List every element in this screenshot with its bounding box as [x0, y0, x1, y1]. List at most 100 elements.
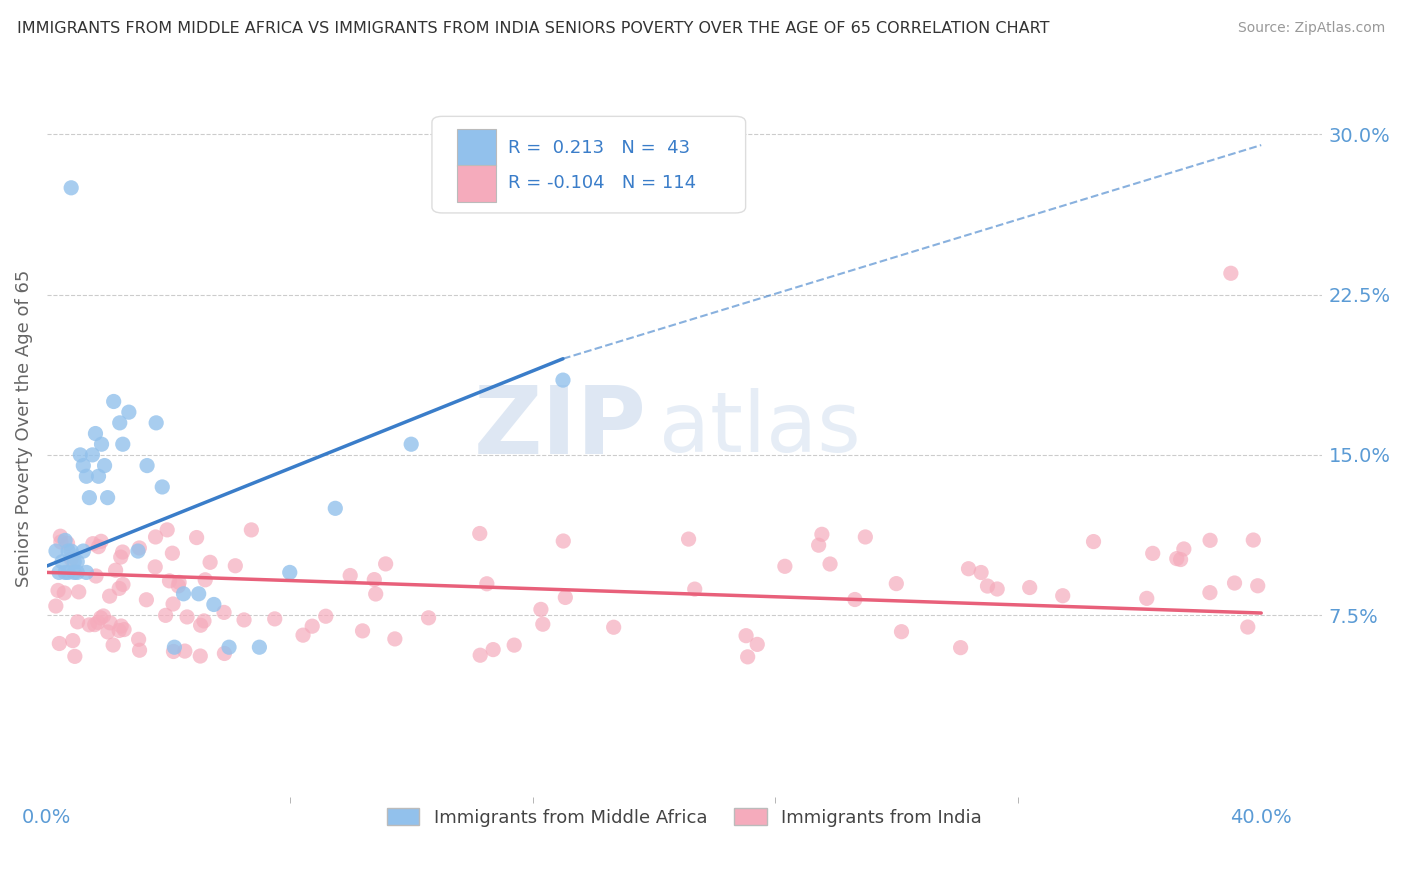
- Point: [53, 566, 76, 580]
- Point: [1170, 552, 1192, 566]
- Point: [111, 577, 134, 591]
- Point: [747, 637, 769, 651]
- Point: [949, 640, 972, 655]
- Point: [773, 559, 796, 574]
- Point: [554, 591, 576, 605]
- Point: [97, 624, 120, 639]
- Point: [1018, 581, 1040, 595]
- Point: [1199, 533, 1222, 548]
- Point: [339, 568, 361, 582]
- Point: [186, 531, 208, 545]
- Point: [66, 615, 89, 629]
- Point: [1236, 620, 1258, 634]
- Point: [173, 587, 195, 601]
- Point: [110, 619, 132, 633]
- Point: [90, 534, 112, 549]
- Point: [60, 181, 83, 195]
- Point: [735, 629, 758, 643]
- Point: [93, 458, 115, 473]
- Point: [128, 632, 150, 647]
- Text: atlas: atlas: [659, 388, 860, 468]
- Point: [72, 458, 94, 473]
- Point: [159, 574, 181, 588]
- Point: [56, 566, 79, 580]
- Point: [957, 562, 980, 576]
- Point: [737, 649, 759, 664]
- Point: [240, 523, 263, 537]
- Point: [176, 610, 198, 624]
- Point: [986, 582, 1008, 596]
- Point: [1142, 546, 1164, 560]
- Point: [66, 555, 89, 569]
- Point: [98, 589, 121, 603]
- Point: [399, 437, 422, 451]
- Point: [135, 592, 157, 607]
- Point: [853, 530, 876, 544]
- Point: [194, 573, 217, 587]
- Point: [84, 569, 107, 583]
- Point: [48, 636, 70, 650]
- Point: [63, 649, 86, 664]
- Point: [890, 624, 912, 639]
- Point: [60, 544, 83, 558]
- Point: [212, 606, 235, 620]
- Point: [66, 566, 89, 580]
- Point: [63, 566, 86, 580]
- Point: [173, 644, 195, 658]
- Point: [292, 628, 315, 642]
- Point: [884, 576, 907, 591]
- Point: [315, 609, 337, 624]
- Point: [976, 579, 998, 593]
- Point: [83, 617, 105, 632]
- Point: [72, 544, 94, 558]
- Point: [53, 533, 76, 548]
- Text: IMMIGRANTS FROM MIDDLE AFRICA VS IMMIGRANTS FROM INDIA SENIORS POVERTY OVER THE : IMMIGRANTS FROM MIDDLE AFRICA VS IMMIGRA…: [17, 21, 1049, 36]
- Point: [93, 609, 115, 624]
- Point: [278, 566, 301, 580]
- Point: [49, 529, 72, 543]
- Point: [503, 638, 526, 652]
- Point: [418, 611, 440, 625]
- Point: [60, 552, 83, 566]
- FancyBboxPatch shape: [432, 116, 745, 213]
- Point: [1247, 579, 1270, 593]
- Bar: [457, 129, 496, 166]
- Point: [127, 544, 149, 558]
- Point: [110, 550, 132, 565]
- Point: [51, 555, 73, 569]
- Point: [1223, 576, 1246, 591]
- Point: [79, 618, 101, 632]
- Point: [162, 546, 184, 560]
- Point: [128, 541, 150, 555]
- Point: [53, 586, 76, 600]
- Point: [323, 501, 346, 516]
- Point: [190, 618, 212, 632]
- Point: [45, 599, 67, 613]
- Point: [202, 598, 225, 612]
- Point: [46, 583, 69, 598]
- Point: [67, 585, 90, 599]
- Point: [108, 416, 131, 430]
- Point: [352, 624, 374, 638]
- Point: [163, 640, 186, 655]
- Point: [156, 523, 179, 537]
- Point: [482, 642, 505, 657]
- Point: [384, 632, 406, 646]
- Point: [90, 611, 112, 625]
- Point: [128, 643, 150, 657]
- Point: [62, 633, 84, 648]
- Point: [263, 612, 285, 626]
- Point: [145, 416, 167, 430]
- Point: [475, 576, 498, 591]
- Point: [79, 491, 101, 505]
- Point: [233, 613, 256, 627]
- Point: [468, 526, 491, 541]
- Point: [844, 592, 866, 607]
- Point: [374, 557, 396, 571]
- Point: [155, 608, 177, 623]
- Point: [97, 491, 120, 505]
- Point: [224, 558, 246, 573]
- Point: [363, 573, 385, 587]
- Point: [75, 566, 97, 580]
- Point: [136, 458, 159, 473]
